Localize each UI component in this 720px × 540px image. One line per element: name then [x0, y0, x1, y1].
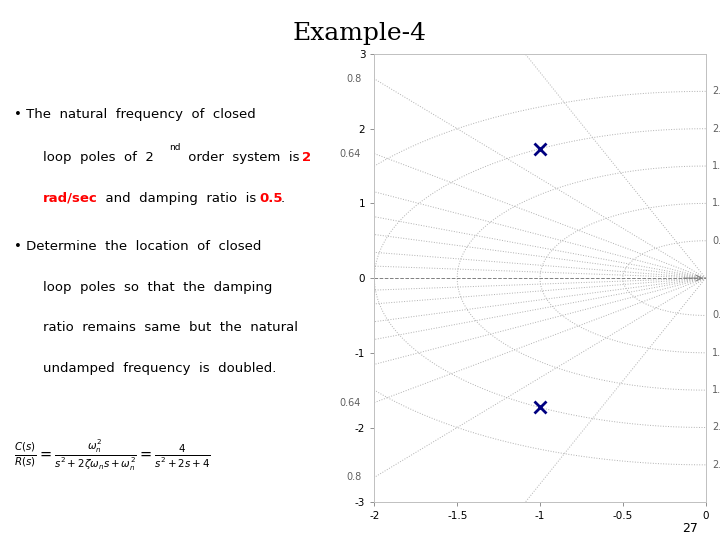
Text: loop  poles  of  2: loop poles of 2 [43, 151, 154, 164]
Text: nd: nd [169, 143, 181, 152]
Text: 1.5: 1.5 [712, 385, 720, 395]
Text: 2.5: 2.5 [712, 86, 720, 96]
Text: • Determine  the  location  of  closed: • Determine the location of closed [14, 240, 262, 253]
Text: 0.5: 0.5 [712, 310, 720, 320]
Text: .: . [281, 192, 285, 205]
Text: 0.64: 0.64 [340, 148, 361, 159]
Text: undamped  frequency  is  doubled.: undamped frequency is doubled. [43, 362, 276, 375]
Text: rad/sec: rad/sec [43, 192, 98, 205]
Text: • The  natural  frequency  of  closed: • The natural frequency of closed [14, 108, 256, 121]
Text: Example-4: Example-4 [293, 22, 427, 45]
Text: 1.5: 1.5 [712, 161, 720, 171]
Text: 1.0: 1.0 [712, 348, 720, 358]
Text: 2.0: 2.0 [712, 422, 720, 433]
Text: ratio  remains  same  but  the  natural: ratio remains same but the natural [43, 321, 298, 334]
Text: 27: 27 [683, 522, 698, 535]
Text: 2: 2 [302, 151, 312, 164]
Text: 1.0: 1.0 [712, 198, 720, 208]
Text: 0.5: 0.5 [712, 236, 720, 246]
Text: 0.8: 0.8 [346, 472, 361, 482]
Text: 0.5: 0.5 [259, 192, 283, 205]
Text: and  damping  ratio  is: and damping ratio is [97, 192, 261, 205]
Text: 0.8: 0.8 [346, 74, 361, 84]
Text: 2.0: 2.0 [712, 124, 720, 134]
Text: 2.5: 2.5 [712, 460, 720, 470]
Text: loop  poles  so  that  the  damping: loop poles so that the damping [43, 281, 273, 294]
Text: order  system  is: order system is [184, 151, 303, 164]
Text: 0.64: 0.64 [340, 397, 361, 408]
Text: $\frac{C(s)}{R(s)} = \frac{\omega_n^2}{s^2 + 2\zeta\omega_n s + \omega_n^2} = \f: $\frac{C(s)}{R(s)} = \frac{\omega_n^2}{s… [14, 437, 211, 473]
